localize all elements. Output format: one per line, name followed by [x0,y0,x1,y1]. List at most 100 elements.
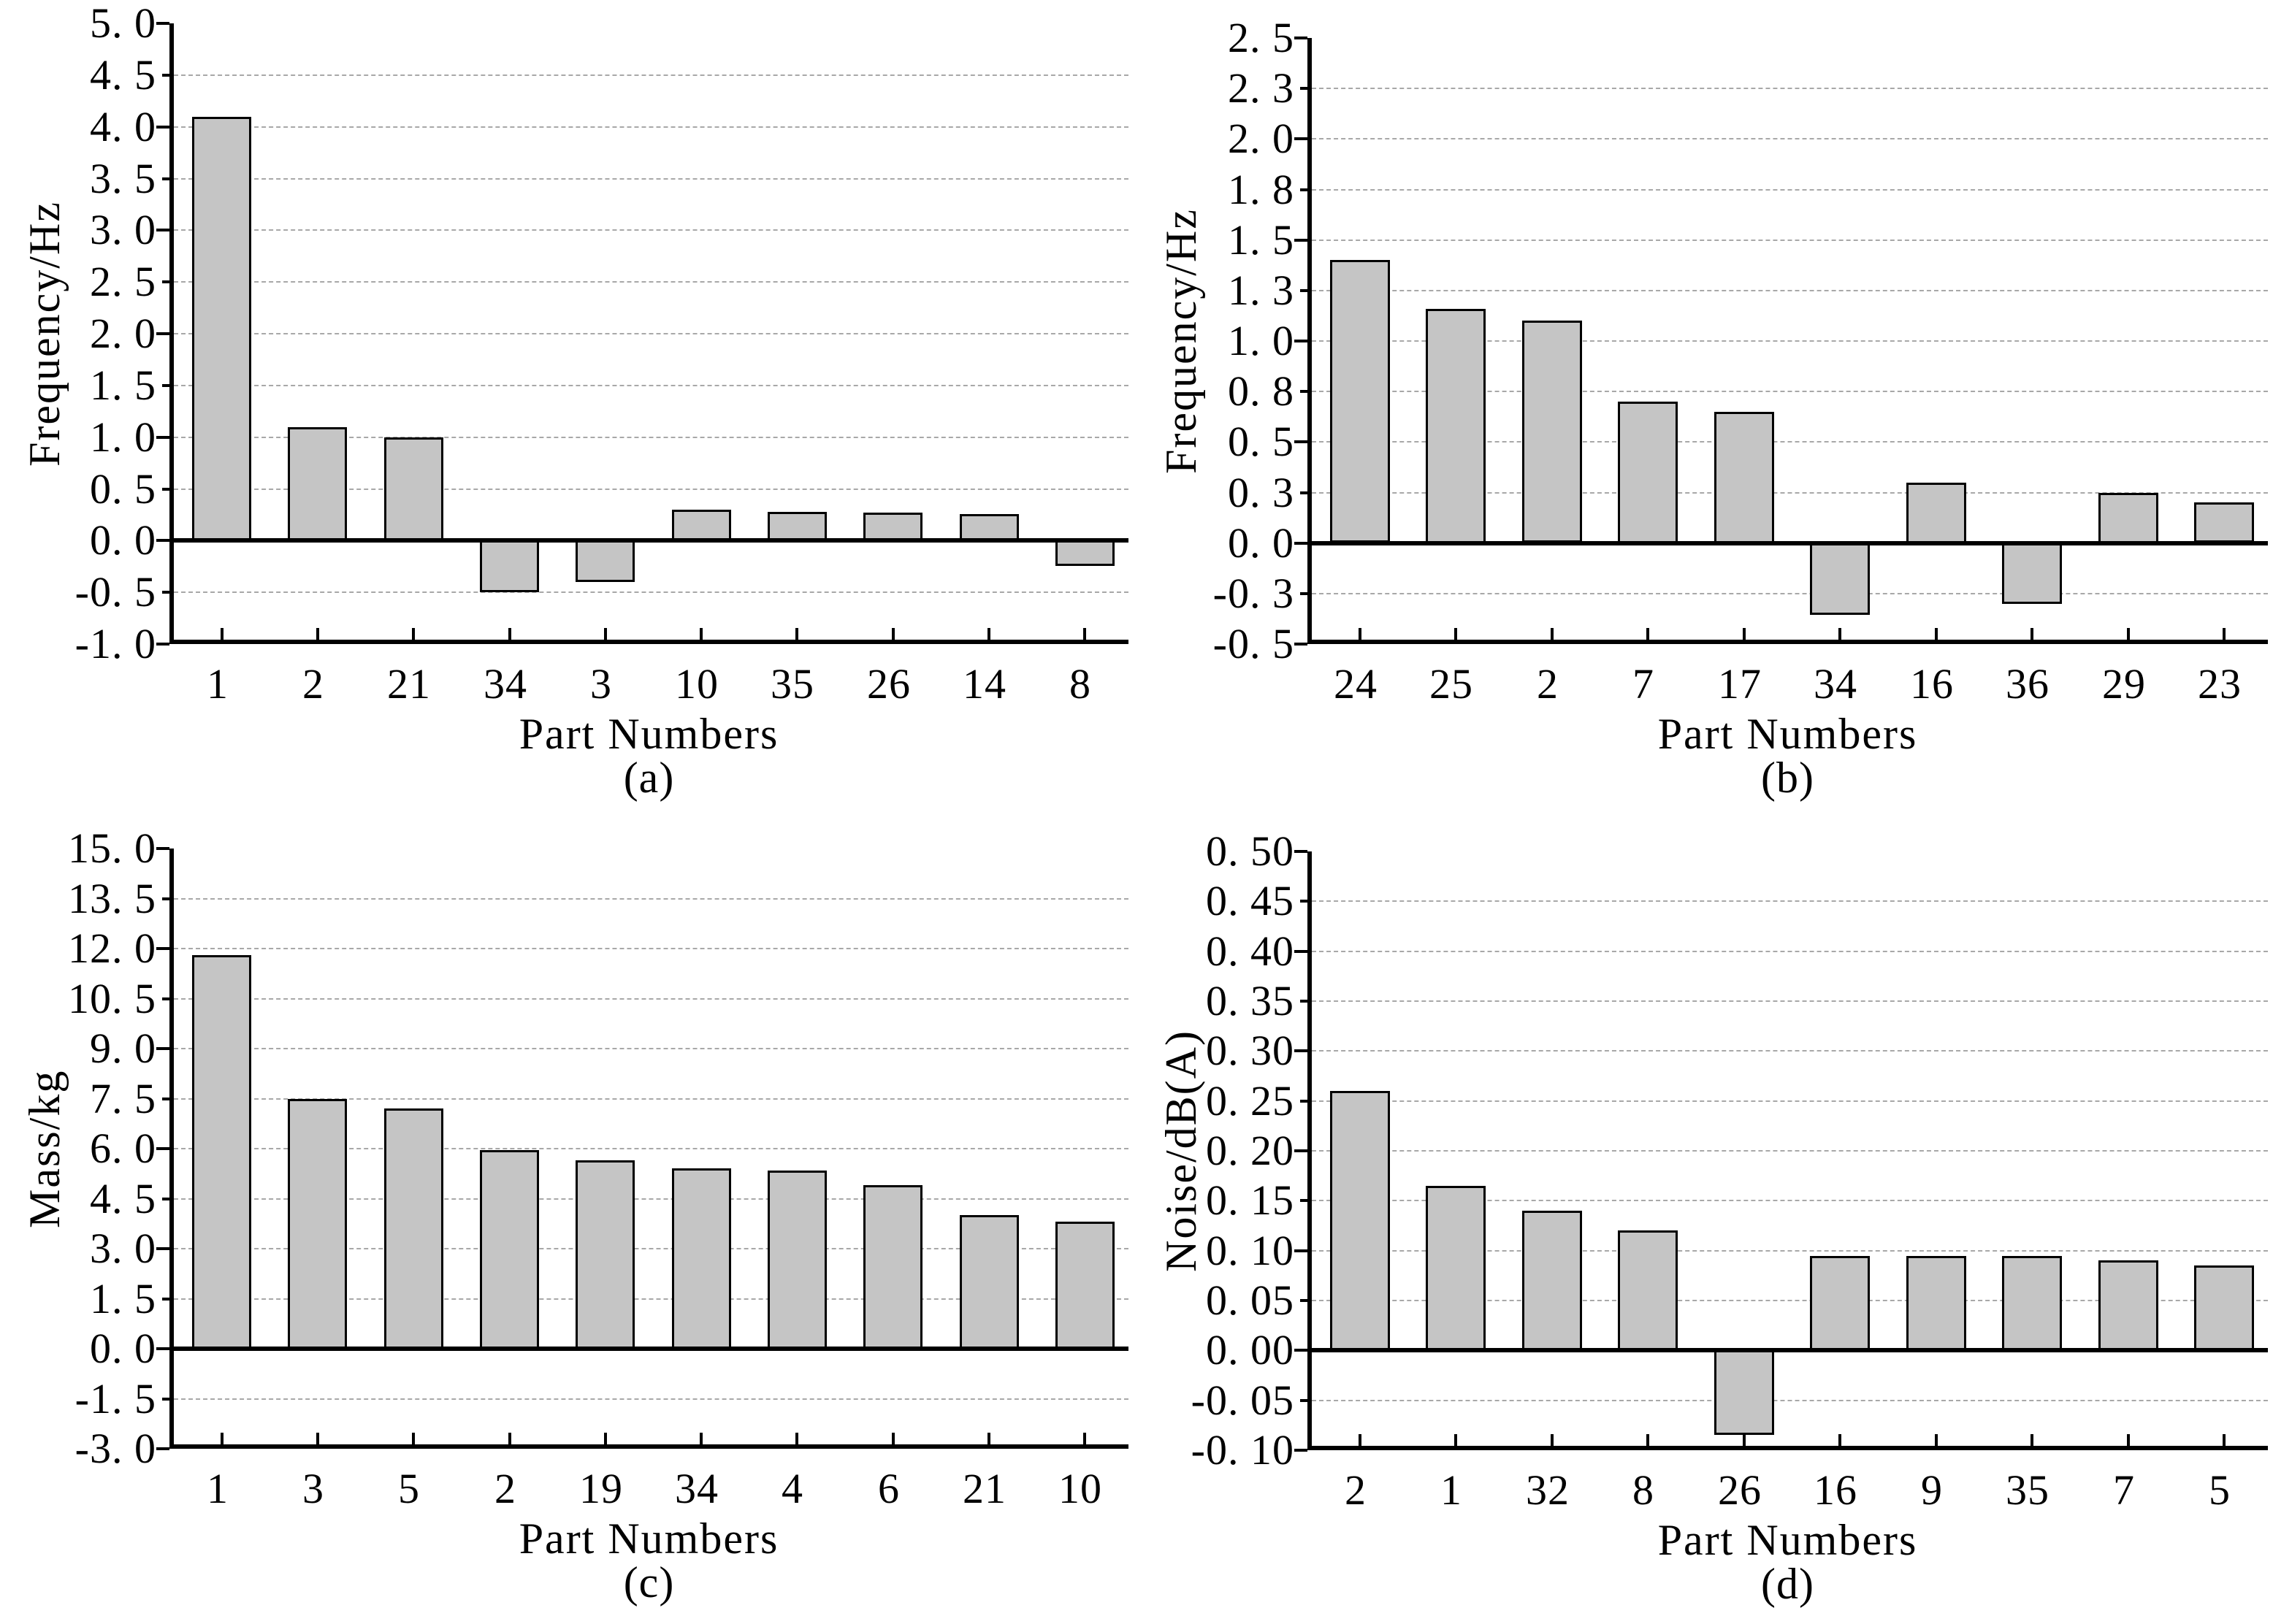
x-tick-mark [1359,628,1361,644]
bar [960,514,1019,541]
y-axis-label: Frequency/Hz [20,201,69,467]
plot-area-c [156,847,1128,1450]
x-tick-mark [892,628,895,644]
y-tick-label: 0. 20 [1206,1127,1294,1174]
y-tick-label: 0. 0 [90,516,156,564]
x-tick-label: 4 [782,1465,803,1512]
y-tick-label: 0. 05 [1206,1276,1294,1324]
x-tick-label: 2 [1537,660,1559,708]
x-tick-mark [1646,1434,1649,1450]
chart-b: 2. 5 2. 3 2. 0 1. 8 1. 5 1. 3 1. 0 0. 8 0. 5 0. 3… [1136,0,2273,818]
y-tick-mark [1294,1249,1307,1252]
x-tick-label: 2 [302,660,324,708]
y-tick-mark [156,643,169,646]
y-tick-label: 4. 5 [90,1174,156,1222]
plot-area-b [1294,37,2268,646]
bar [2194,1265,2254,1350]
x-tick-label: 35 [2006,1466,2049,1514]
gridline [1312,289,2268,291]
chart-d: 0. 50 0. 45 0. 40 0. 35 0. 30 0. 25 0. 20 0. 15… [1136,818,2273,1624]
x-tick-mark [987,628,990,644]
y-tick-label: 0. 0 [1228,518,1294,567]
gridline [174,333,1128,334]
x-tick-label: 7 [1632,660,1654,708]
gridline [174,74,1128,76]
chart-c: 15. 0 13. 5 12. 0 10. 5 9. 0 7. 5 6. 0 4. 5 3. 0… [0,818,1136,1624]
y-tick-mark [156,1147,169,1150]
y-tick-label: 0. 0 [90,1325,156,1372]
y-tick-mark [162,177,169,180]
bar [480,540,539,592]
y-tick-mark [1294,37,1307,39]
y-tick-mark [156,22,169,25]
x-tick-label: 16 [1910,660,1954,708]
x-tick-label: 29 [2102,660,2146,708]
x-tick-label: 32 [1526,1466,1570,1514]
y-tick-label: 0. 8 [1228,367,1294,415]
x-tick-mark [1935,1434,1938,1450]
bar [672,510,731,541]
y-tick-mark [162,591,169,594]
x-tick-mark [604,1433,607,1449]
bar [1810,1256,1870,1351]
x-tick-mark [221,628,224,644]
y-tick-mark [156,332,169,335]
y-tick-mark [156,847,169,850]
bar [863,1185,922,1349]
x-tick-mark [1743,628,1746,644]
y-tick-mark [1300,87,1307,91]
gridline [1312,491,2268,494]
plot-area-d [1294,850,2268,1452]
gridline [1312,239,2268,241]
x-tick-mark [316,628,319,644]
x-tick-mark [892,1433,895,1449]
y-tick-mark [162,1097,169,1100]
chart-a: 5. 0 4. 5 4. 0 3. 5 3. 0 2. 5 2. 0 1. 5 1. 0 0. 5… [0,0,1136,818]
y-tick-label: -1. 5 [75,1374,156,1422]
x-tick-mark [2127,628,2130,644]
zero-axis-line [1312,540,2268,545]
bar [2194,502,2254,543]
y-tick-label: 0. 35 [1206,977,1294,1024]
x-tick-label: 21 [387,660,431,708]
y-tick-label: 0. 15 [1206,1176,1294,1225]
y-axis-label: Mass/kg [20,1069,69,1228]
bar [2098,1260,2158,1350]
y-tick-mark [156,947,169,950]
y-tick-label: 1. 5 [90,361,156,409]
y-tick-label: 2. 5 [1228,14,1294,61]
x-tick-mark [2223,1434,2226,1450]
y-tick-label: 13. 5 [68,874,156,922]
y-tick-label: 4. 5 [90,50,156,99]
y-tick-label: 1. 5 [90,1274,156,1322]
y-tick-mark [1300,1099,1307,1103]
bar [1714,412,1774,543]
subplot-caption: (a) [623,754,675,802]
gridline [174,126,1128,128]
y-tick-label: 0. 50 [1206,827,1294,875]
gridline [174,1048,1128,1049]
x-tick-label: 35 [771,660,814,708]
x-tick-label: 14 [963,660,1006,708]
bar [1055,540,1115,566]
y-tick-mark [156,125,169,129]
x-axis-label: Part Numbers [1657,1516,1918,1564]
y-tick-label: 1. 5 [1228,215,1294,264]
x-tick-mark [2031,628,2033,644]
bar [1906,483,1966,543]
y-tick-label: 0. 30 [1206,1027,1294,1075]
y-tick-mark [1300,288,1307,292]
y-tick-mark [156,1347,169,1350]
bar [863,513,922,540]
y-tick-label: 3. 0 [90,206,156,254]
gridline [174,1248,1128,1249]
y-tick-mark [1300,1199,1307,1203]
bar [1714,1350,1774,1435]
x-tick-label: 23 [2198,660,2242,708]
x-tick-mark [2223,628,2226,644]
y-tick-label: -0. 5 [1212,620,1294,667]
x-tick-label: 26 [867,660,911,708]
gridline [1312,88,2268,90]
y-tick-mark [1294,643,1307,646]
